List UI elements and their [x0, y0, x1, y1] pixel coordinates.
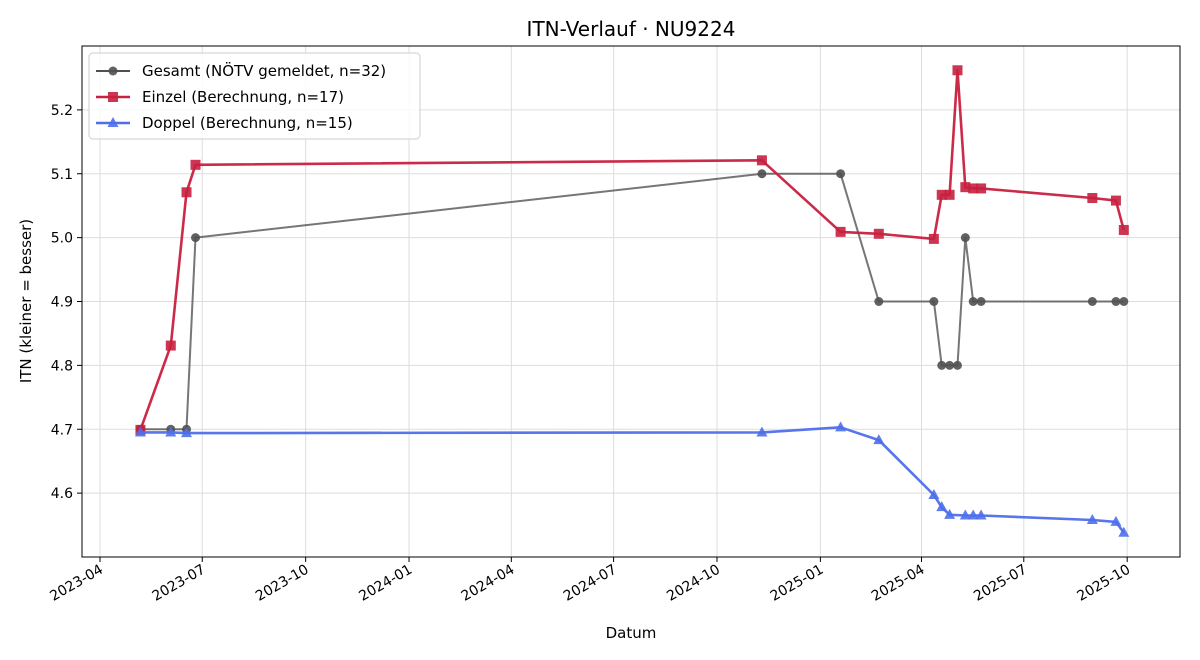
x-tick-label: 2023-07	[150, 562, 209, 605]
x-axis-label: Datum	[606, 624, 657, 642]
y-tick-label: 5.2	[51, 103, 73, 119]
grid-lines	[82, 46, 1180, 557]
data-point	[134, 426, 146, 437]
y-tick-label: 4.8	[51, 358, 73, 374]
data-point	[756, 426, 768, 437]
x-tick-label: 2025-10	[1075, 562, 1134, 605]
legend-item: Gesamt (NÖTV gemeldet, n=32)	[96, 61, 386, 80]
data-point	[1111, 297, 1121, 306]
legend-item: Doppel (Berechnung, n=15)	[96, 114, 353, 132]
data-point	[944, 508, 956, 519]
data-point	[1087, 193, 1098, 204]
data-point	[928, 489, 940, 500]
x-tick-label: 2024-07	[561, 562, 620, 605]
data-point	[976, 183, 987, 194]
data-point	[165, 340, 176, 351]
data-point	[960, 233, 970, 243]
data-point	[1110, 515, 1122, 526]
data-point	[1086, 513, 1098, 524]
data-point	[181, 187, 192, 198]
series-triangle	[134, 421, 1130, 537]
chart-title: ITN-Verlauf · NU9224	[527, 17, 736, 41]
y-axis: 4.6 4.7 4.8 4.9 5.0 5.1 5.2	[51, 103, 82, 502]
legend-box	[88, 52, 421, 140]
data-point	[968, 297, 978, 306]
y-tick-label: 5.1	[51, 167, 73, 183]
data-point	[836, 169, 846, 179]
y-tick-label: 4.7	[51, 422, 73, 438]
legend-marker	[108, 66, 118, 76]
series-circle	[135, 169, 1129, 434]
data-point	[929, 297, 939, 306]
data-point	[960, 182, 971, 193]
data-point	[937, 360, 947, 370]
data-point	[1110, 195, 1121, 206]
data-point	[976, 297, 986, 306]
data-point	[945, 360, 955, 370]
legend: Gesamt (NÖTV gemeldet, n=32) Einzel (Bere…	[88, 52, 421, 140]
data-point	[936, 501, 948, 512]
data-point	[756, 155, 767, 166]
x-tick-label: 2023-10	[253, 562, 312, 605]
y-tick-label: 4.6	[51, 486, 73, 502]
data-point	[968, 183, 979, 194]
x-tick-label: 2025-01	[768, 562, 827, 605]
legend-label: Doppel (Berechnung, n=15)	[142, 114, 353, 132]
data-point	[944, 189, 955, 200]
data-point	[757, 169, 767, 179]
data-point	[959, 509, 971, 520]
data-point	[1087, 297, 1097, 306]
data-point	[928, 233, 939, 244]
data-point	[952, 65, 963, 76]
data-point	[181, 427, 193, 438]
data-point	[191, 233, 201, 243]
series-square	[135, 65, 1129, 435]
series-layer	[134, 65, 1130, 537]
data-point	[874, 297, 884, 306]
data-point	[873, 434, 885, 445]
data-point	[936, 189, 947, 200]
y-tick-label: 5.0	[51, 231, 73, 247]
y-axis-label: ITN (kleiner = besser)	[17, 219, 35, 383]
x-axis: 2023-04 2023-07 2023-10 2024-01 2024-04 2024-…	[47, 557, 1133, 605]
legend-marker	[108, 92, 118, 102]
data-point	[165, 426, 177, 437]
data-point	[1118, 526, 1130, 537]
legend-item: Einzel (Berechnung, n=17)	[96, 88, 344, 106]
legend-marker	[107, 117, 119, 127]
data-point	[1119, 297, 1129, 306]
y-tick-label: 4.9	[51, 295, 73, 311]
data-point	[873, 228, 884, 239]
x-tick-label: 2023-04	[47, 562, 106, 605]
x-tick-label: 2024-01	[356, 562, 415, 605]
x-tick-label: 2025-04	[869, 562, 928, 605]
legend-label: Einzel (Berechnung, n=17)	[142, 88, 344, 106]
data-point	[975, 509, 987, 520]
data-point	[967, 509, 979, 520]
data-point	[952, 360, 962, 370]
data-point	[835, 226, 846, 237]
x-tick-label: 2024-10	[664, 562, 723, 605]
x-tick-label: 2025-07	[971, 562, 1030, 605]
data-point	[190, 159, 201, 170]
data-point	[1118, 224, 1129, 235]
legend-label: Gesamt (NÖTV gemeldet, n=32)	[142, 61, 386, 80]
data-point	[835, 421, 847, 432]
x-tick-label: 2024-04	[459, 562, 518, 605]
